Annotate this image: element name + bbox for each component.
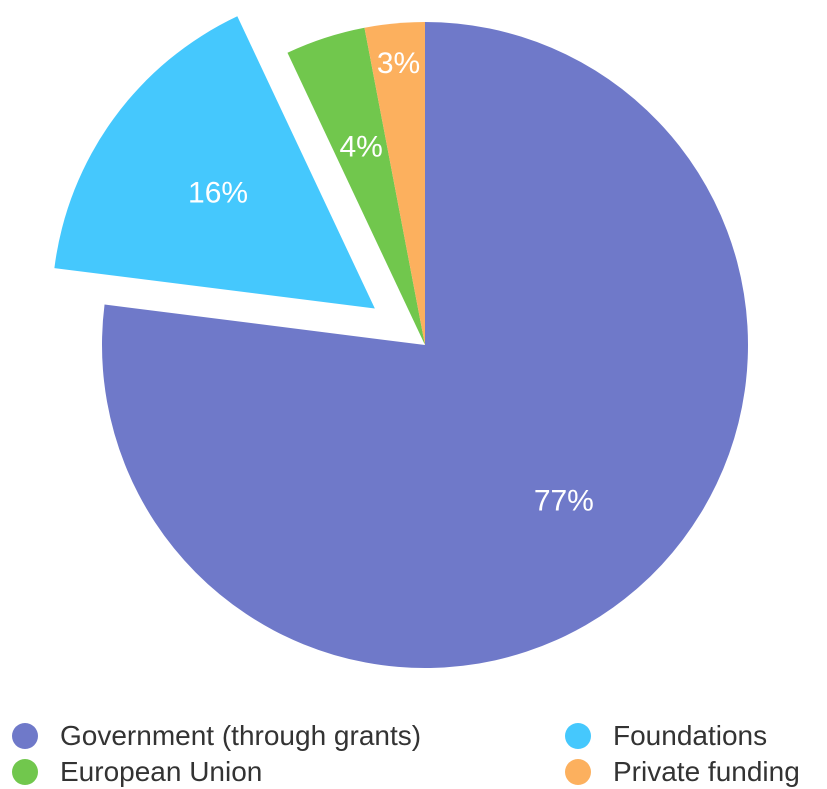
- pie-slice-european-union: [287, 27, 425, 345]
- legend-swatch-private-funding: [565, 759, 591, 785]
- legend-label-private-funding: Private funding: [613, 756, 800, 787]
- legend-label-european-union: European Union: [60, 756, 263, 787]
- slice-label-foundations: 16%: [188, 177, 248, 210]
- slice-label-government: 77%: [534, 484, 594, 517]
- legend-item-european-union: European Union: [12, 755, 262, 789]
- pie-slice-foundations: [54, 16, 375, 309]
- legend-label-foundations: Foundations: [613, 720, 768, 751]
- legend-item-private-funding: Private funding: [565, 755, 800, 789]
- pie-slice-labels: 77% 16% 4% 3%: [188, 47, 594, 517]
- slice-label-european-union: 4%: [339, 130, 382, 163]
- legend-swatch-government: [12, 723, 38, 749]
- legend-label-government: Government (through grants): [60, 720, 422, 751]
- slice-label-private-funding: 3%: [377, 47, 420, 80]
- legend-item-foundations: Foundations: [565, 719, 767, 753]
- legend-swatch-european-union: [12, 759, 38, 785]
- pie-slice-private-funding: [364, 22, 425, 345]
- pie-chart: 77% 16% 4% 3%: [54, 16, 748, 668]
- legend-item-government: Government (through grants): [12, 719, 421, 753]
- pie-slices: [54, 16, 748, 668]
- legend-swatch-foundations: [565, 723, 591, 749]
- chart-legend: Government (through grants) Foundations …: [0, 715, 827, 789]
